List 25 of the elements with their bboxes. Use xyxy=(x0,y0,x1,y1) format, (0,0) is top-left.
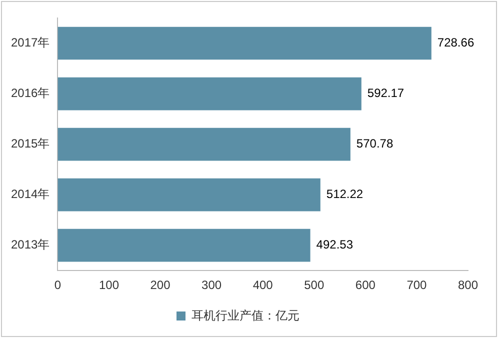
data-label: 592.17 xyxy=(367,86,404,100)
y-tick-label: 2015年 xyxy=(10,136,50,151)
x-tick-label: 100 xyxy=(98,278,120,292)
legend-label: 耳机行业产值：亿元 xyxy=(192,308,300,322)
x-tick-label: 600 xyxy=(355,278,376,292)
y-tick-label: 2014年 xyxy=(10,187,50,202)
bar xyxy=(58,128,350,161)
y-tick-label: 2016年 xyxy=(10,86,50,100)
bar xyxy=(58,178,320,212)
data-label: 728.66 xyxy=(437,36,474,50)
data-label: 512.22 xyxy=(326,187,364,202)
x-tick-label: 500 xyxy=(304,278,324,292)
x-tick-label: 400 xyxy=(252,278,274,292)
data-label: 492.53 xyxy=(316,238,354,252)
x-tick-label: 0 xyxy=(54,278,62,292)
x-tick-label: 300 xyxy=(202,278,222,292)
x-tick-label: 800 xyxy=(458,278,478,292)
bar xyxy=(58,228,310,262)
x-tick-label: 200 xyxy=(150,278,171,292)
y-tick-label: 2013年 xyxy=(10,238,50,252)
bar xyxy=(58,26,432,60)
data-label: 570.78 xyxy=(356,136,394,151)
y-tick-label: 2017年 xyxy=(10,36,50,50)
bar xyxy=(58,77,362,110)
x-tick-label: 700 xyxy=(406,278,428,292)
